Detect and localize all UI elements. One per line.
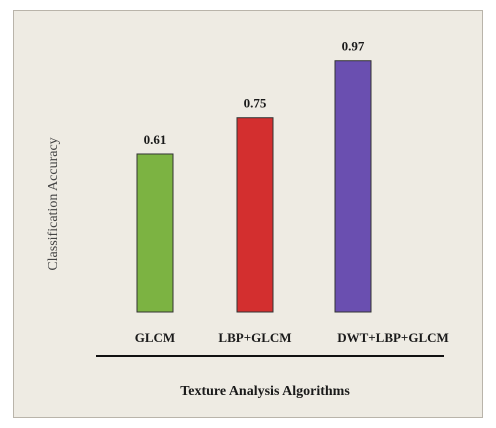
value-label-lbp-glcm: 0.75 xyxy=(244,96,267,111)
bar-lbp-glcm xyxy=(236,117,274,313)
value-labels-group: 0.61 0.75 0.97 xyxy=(144,39,365,147)
bar-dwt-lbp-glcm xyxy=(334,60,372,313)
value-label-glcm: 0.61 xyxy=(144,132,167,147)
category-label-dwt-lbp-glcm: DWT+LBP+GLCM xyxy=(337,330,449,345)
y-axis-label: Classification Accuracy xyxy=(46,137,61,270)
bars-group xyxy=(136,60,372,313)
category-label-lbp-glcm: LBP+GLCM xyxy=(218,330,291,345)
category-labels-group: GLCM LBP+GLCM DWT+LBP+GLCM xyxy=(135,330,449,345)
value-label-dwt-lbp-glcm: 0.97 xyxy=(342,39,365,54)
bar-glcm xyxy=(136,153,174,313)
category-label-glcm: GLCM xyxy=(135,330,175,345)
x-axis-label: Texture Analysis Algorithms xyxy=(180,384,350,399)
